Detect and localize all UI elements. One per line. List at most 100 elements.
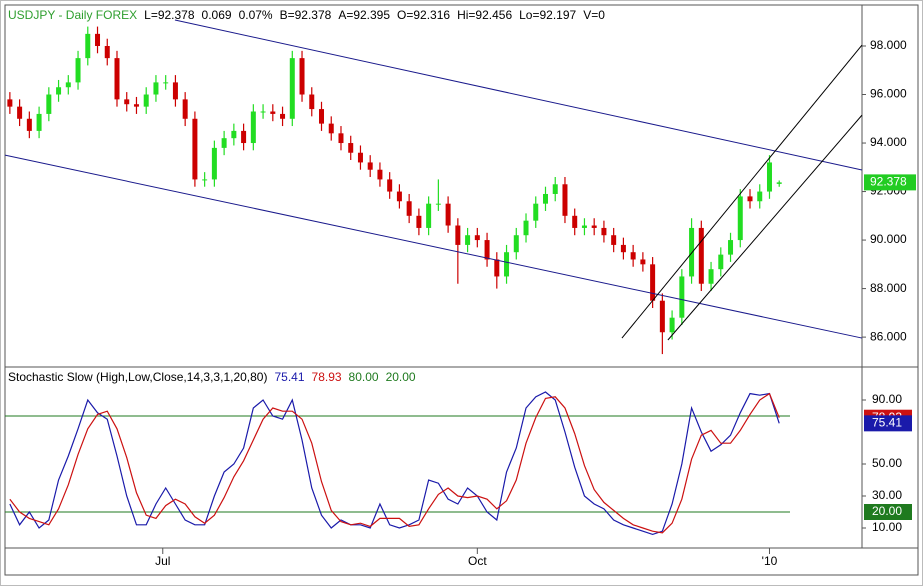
y-tick-label: 98.000	[870, 38, 907, 52]
stoch-level: 80.00	[349, 370, 379, 384]
candle-body	[747, 196, 753, 202]
candle-body	[192, 118, 198, 180]
candle-body	[56, 87, 62, 95]
candle-body	[114, 58, 120, 100]
candle-body	[65, 82, 71, 88]
header-item: A=92.395	[338, 8, 390, 22]
stoch-value-box	[864, 415, 912, 432]
candle-body	[211, 147, 217, 180]
stoch-value: 75.41	[274, 370, 304, 384]
candle-body	[689, 227, 695, 277]
candle-body	[455, 225, 461, 245]
candle-body	[46, 94, 52, 114]
stoch-header: Stochastic Slow (High,Low,Close,14,3,3,1…	[8, 370, 416, 384]
candle-body	[357, 152, 363, 163]
candle-body	[319, 109, 325, 124]
candle-body	[601, 227, 607, 236]
candle-body	[679, 276, 685, 318]
candle-body	[484, 240, 490, 260]
level-box	[864, 504, 912, 520]
candle-body	[299, 58, 305, 95]
candle-body	[766, 162, 772, 192]
candle-body	[669, 317, 675, 333]
candle-body	[124, 99, 130, 105]
candle-body	[163, 82, 169, 84]
plot-border	[4, 4, 919, 576]
header-title: USDJPY - Daily FOREX	[8, 8, 137, 22]
candle-body	[581, 225, 587, 228]
candle-body	[757, 191, 763, 202]
candle-body	[650, 264, 656, 301]
candle-body	[328, 123, 334, 134]
x-tick-label: Jul	[155, 554, 170, 568]
candle-body	[280, 113, 286, 119]
candle-body	[562, 184, 568, 216]
candle-body	[611, 235, 617, 245]
x-tick-label: Oct	[468, 554, 487, 568]
candle-body	[289, 58, 295, 119]
stoch-value: 78.93	[312, 370, 342, 384]
candle-body	[270, 111, 276, 114]
candle-body	[620, 244, 626, 253]
header-item: B=92.378	[280, 8, 332, 22]
candle-body	[591, 225, 597, 228]
candle-body	[338, 133, 344, 144]
candle-body	[474, 235, 480, 241]
stoch-value-label: 75.41	[872, 416, 902, 430]
candle-body	[143, 94, 149, 107]
candle-body	[416, 215, 422, 228]
candle-body	[630, 252, 636, 260]
x-tick-label: '10	[762, 554, 778, 568]
candle-body	[85, 33, 91, 59]
candle-body	[552, 184, 558, 194]
candle-body	[250, 111, 256, 144]
candle-body	[133, 104, 139, 107]
header-item: O=92.316	[397, 8, 450, 22]
candle-body	[533, 203, 539, 221]
trend-line	[621, 44, 863, 339]
last-price-label: 92.378	[870, 175, 907, 189]
candle-body	[241, 130, 247, 144]
stoch-line	[9, 391, 780, 536]
header-item: Hi=92.456	[457, 8, 512, 22]
candle-body	[737, 196, 743, 241]
header-item: L=92.378	[144, 8, 195, 22]
candle-body	[17, 106, 23, 119]
y-tick-label: 30.00	[872, 488, 902, 502]
header-item: 0.069	[202, 8, 232, 22]
trend-line	[174, 19, 863, 171]
candle-body	[728, 240, 734, 255]
candle-body	[221, 138, 227, 148]
candle-body	[504, 252, 510, 277]
candle-body	[640, 259, 646, 265]
y-tick-label: 86.000	[870, 329, 907, 343]
candle-body	[718, 254, 724, 270]
y-tick-label: 10.00	[872, 520, 902, 534]
stoch-line	[9, 392, 780, 534]
candle-body	[95, 33, 101, 46]
header: USDJPY - Daily FOREX L=92.378 0.069 0.07% B=…	[8, 8, 605, 22]
candle-body	[426, 203, 432, 228]
candle-body	[406, 201, 412, 216]
last-price-box	[864, 174, 916, 191]
candle-body	[387, 179, 393, 192]
candle-body	[26, 118, 32, 131]
candle-body	[465, 235, 471, 245]
candle-body	[7, 99, 13, 107]
stoch-title: Stochastic Slow (High,Low,Close,14,3,3,1…	[8, 370, 267, 384]
candle-body	[377, 169, 383, 180]
candle-body	[75, 58, 81, 83]
header-item: Lo=92.197	[519, 8, 576, 22]
candle-body	[348, 143, 354, 153]
header-item: 0.07%	[239, 8, 273, 22]
layer: USDJPY - Daily FOREX L=92.378 0.069 0.07% B=…	[4, 8, 916, 568]
candle-body	[396, 191, 402, 202]
y-tick-label: 88.000	[870, 281, 907, 295]
candle-body	[367, 162, 373, 170]
candle-body	[153, 82, 159, 95]
candle-body	[572, 215, 578, 228]
level-label: 20.00	[872, 504, 902, 518]
y-tick-label: 50.00	[872, 456, 902, 470]
